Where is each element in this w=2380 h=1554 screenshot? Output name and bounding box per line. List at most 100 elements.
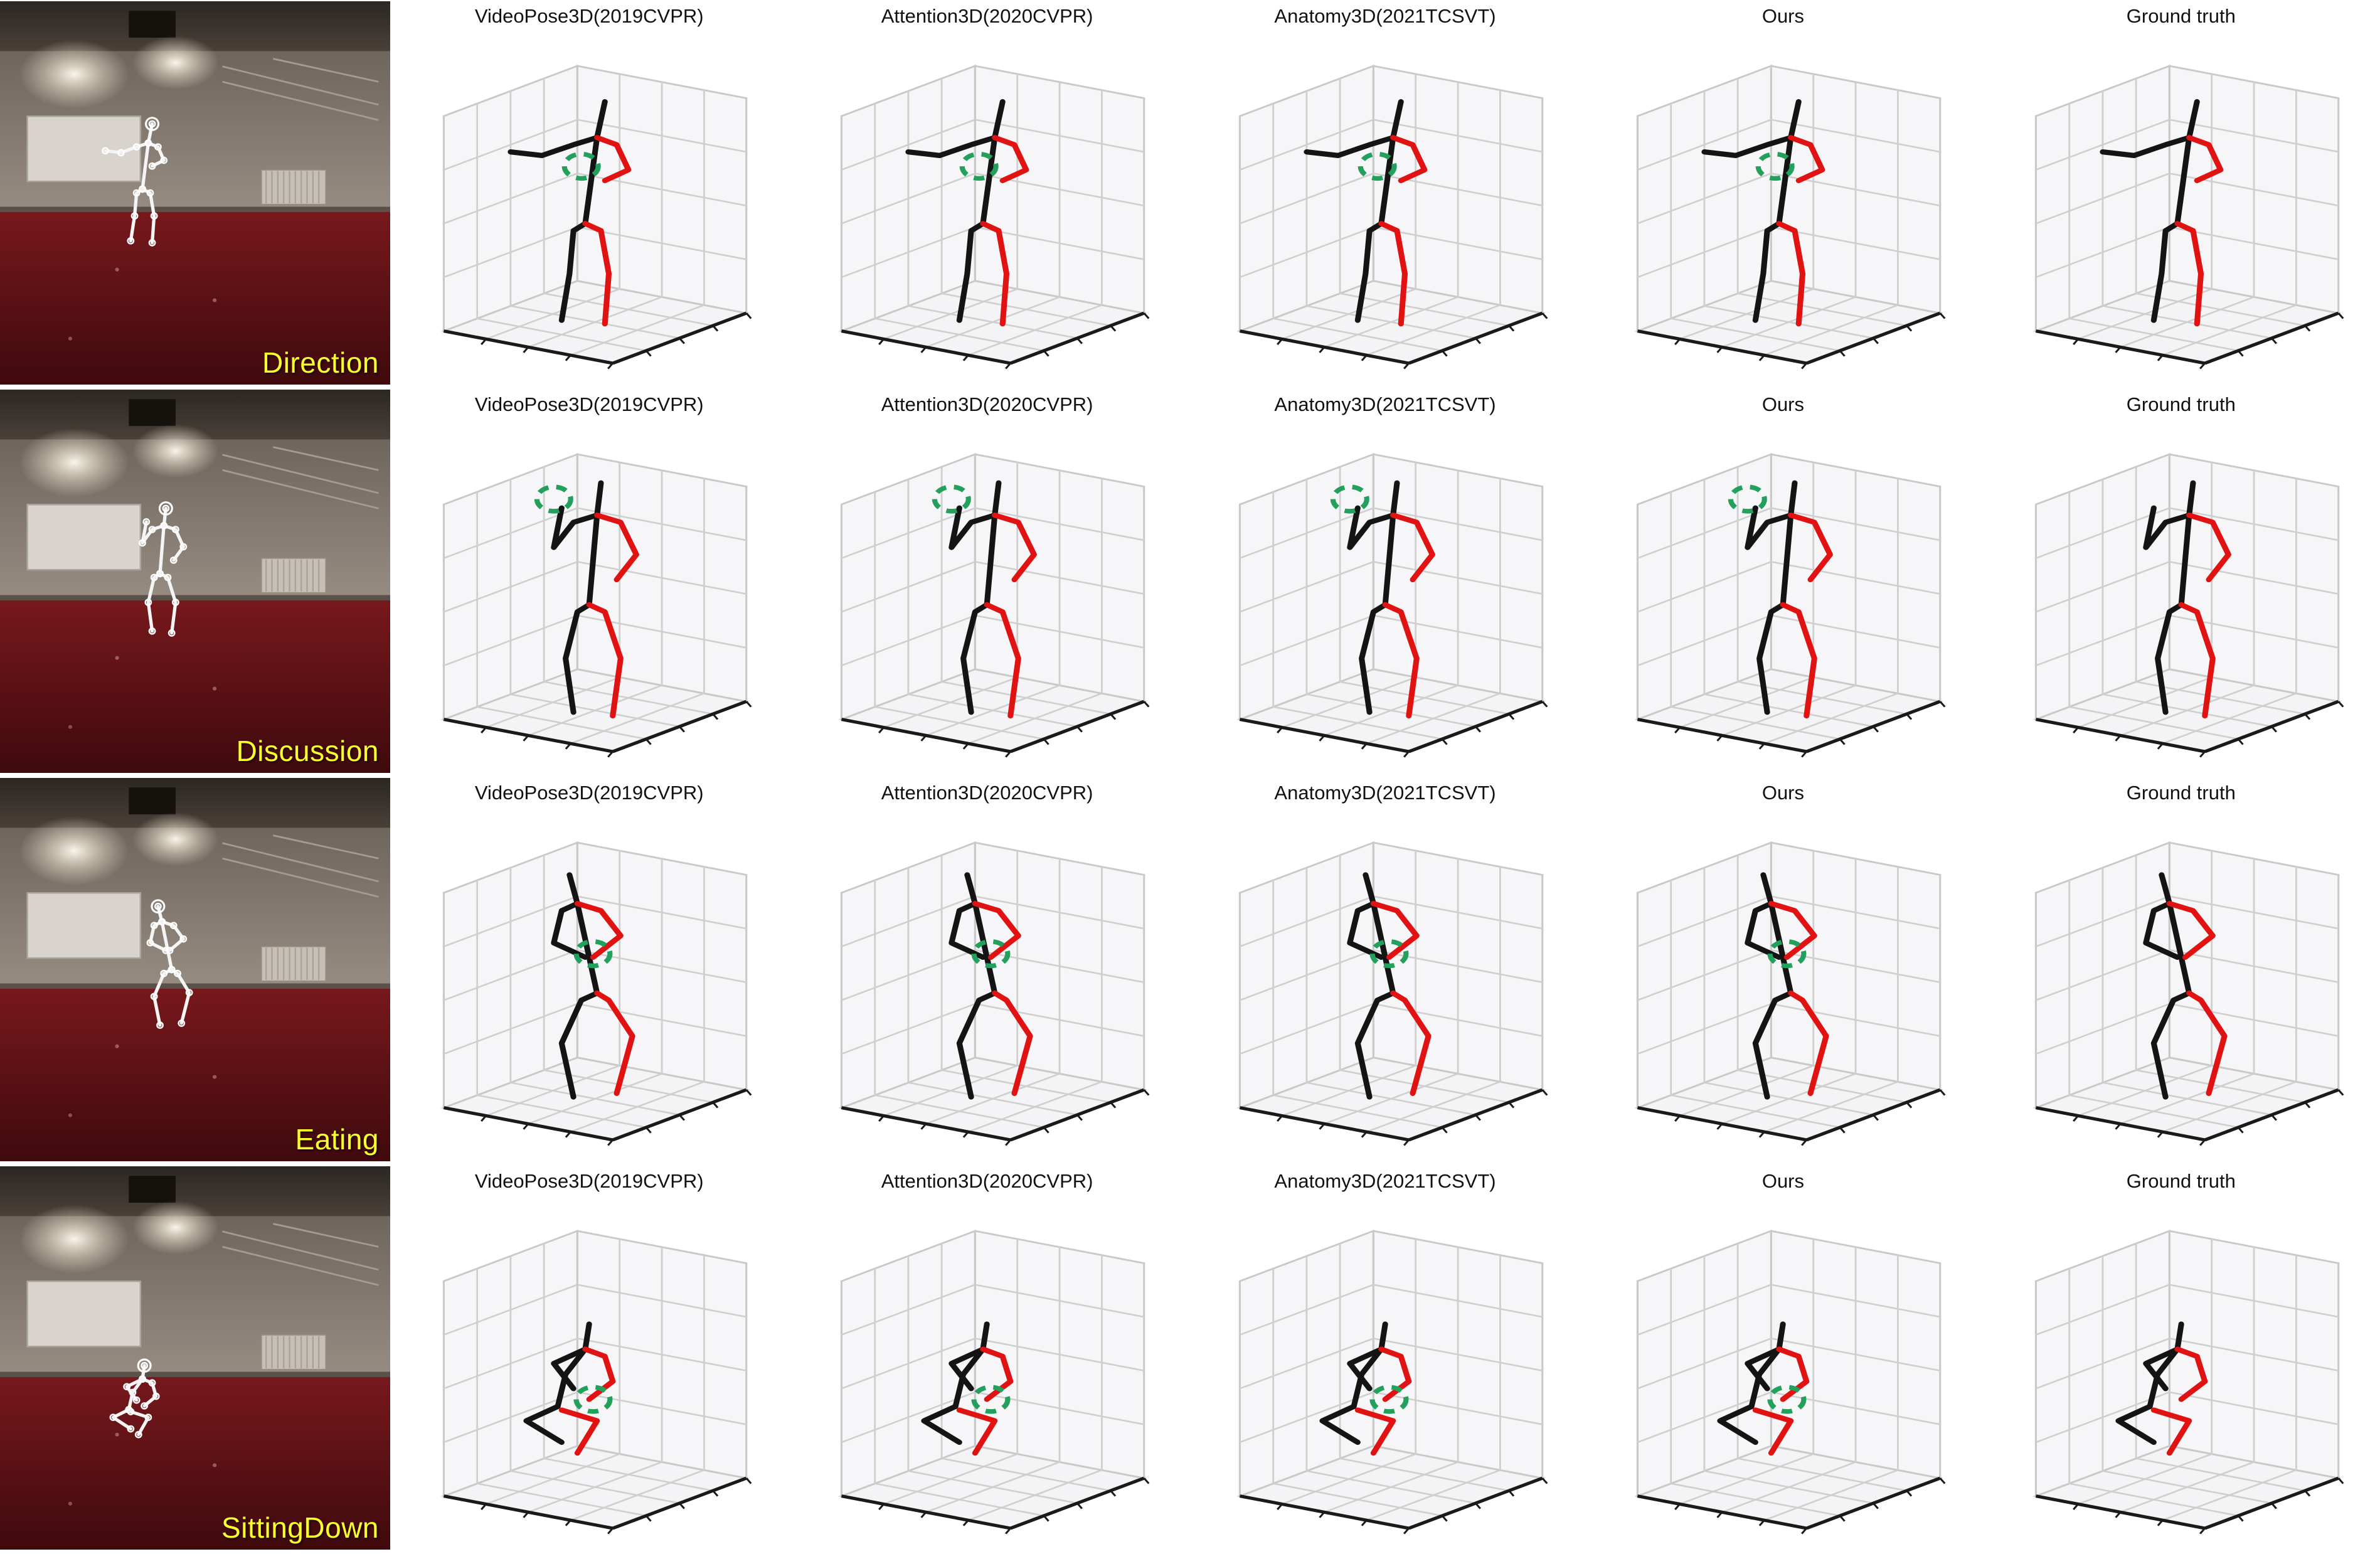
pose-plot: VideoPose3D(2019CVPR) <box>390 777 789 1165</box>
ceiling-light-glow <box>132 35 219 90</box>
pose-plot: Ground truth <box>1982 777 2380 1165</box>
error-highlight-circle <box>1369 1385 1409 1414</box>
action-row: SittingDown VideoPose3D(2019CVPR) Attent… <box>0 1165 2380 1553</box>
skeleton-3d <box>2142 480 2231 719</box>
skeleton-3d <box>1701 99 1825 327</box>
plot-title: Anatomy3D(2021TCSVT) <box>1274 1170 1496 1192</box>
skeleton-3d <box>1347 872 1432 1100</box>
axes-3d-grid <box>2032 1229 2344 1535</box>
skeleton-3d <box>2115 1321 2207 1456</box>
axes-3d-grid <box>1634 452 1946 758</box>
action-label: Eating <box>295 1123 379 1156</box>
pose-plot-canvas <box>1236 452 1548 758</box>
room-scene <box>0 390 390 773</box>
axes-3d-grid <box>838 64 1150 370</box>
skeleton-3d <box>1717 1321 1810 1456</box>
room-scene <box>0 1166 390 1550</box>
action-row: Discussion VideoPose3D(2019CVPR) Attenti… <box>0 388 2380 777</box>
error-highlight-circle <box>561 151 601 181</box>
pose-plot: Attention3D(2020CVPR) <box>788 388 1186 777</box>
floor <box>0 212 390 385</box>
axes-3d-grid <box>2032 452 2344 758</box>
plot-title: Anatomy3D(2021TCSVT) <box>1274 393 1496 415</box>
pose-plot-canvas <box>440 64 752 370</box>
projector <box>129 399 176 427</box>
plot-title: Attention3D(2020CVPR) <box>881 1170 1093 1192</box>
pose-plot: Ground truth <box>1982 0 2380 388</box>
baseboard <box>0 983 390 989</box>
plot-title: Ours <box>1761 393 1805 415</box>
baseboard <box>0 206 390 213</box>
whiteboard <box>26 504 142 571</box>
error-highlight-circle <box>960 151 999 181</box>
error-highlight-circle <box>1767 939 1807 969</box>
error-highlight-circle <box>534 484 573 514</box>
head <box>151 899 166 913</box>
pose-plot-canvas <box>838 1229 1150 1535</box>
head <box>158 501 173 516</box>
pose-plot-canvas <box>440 841 752 1146</box>
axes-3d-grid <box>440 64 752 370</box>
plot-title: Ground truth <box>2126 782 2236 804</box>
projector <box>129 11 176 38</box>
axes-3d-grid <box>838 452 1150 758</box>
head <box>137 1358 152 1373</box>
pose-plot: Anatomy3D(2021TCSVT) <box>1186 1165 1585 1553</box>
room-scene <box>0 1 390 385</box>
skeleton-2d-overlay <box>109 1358 160 1439</box>
pose-plot-canvas <box>440 1229 752 1535</box>
radiator <box>260 557 327 593</box>
skeleton-3d <box>1745 480 1834 719</box>
floor <box>0 600 390 773</box>
pose-plot-canvas <box>1634 64 1946 370</box>
skeleton-3d <box>2100 99 2224 327</box>
skeleton-3d <box>948 480 1038 719</box>
axes-3d-grid <box>1236 452 1548 758</box>
axes-3d-grid <box>440 1229 752 1535</box>
pose-plot: VideoPose3D(2019CVPR) <box>390 388 789 777</box>
pose-plot-canvas <box>440 452 752 758</box>
error-highlight-circle <box>1357 151 1397 181</box>
pose-plot: Anatomy3D(2021TCSVT) <box>1186 388 1585 777</box>
ceiling-light-glow <box>132 1200 219 1255</box>
plot-title: Attention3D(2020CVPR) <box>881 5 1093 27</box>
plot-title: Ground truth <box>2126 393 2236 415</box>
baseboard <box>0 595 390 601</box>
pose-plot: VideoPose3D(2019CVPR) <box>390 1165 789 1553</box>
error-highlight-circle <box>1728 484 1768 514</box>
axes-3d-grid <box>2032 64 2344 370</box>
pose-plot: Ours <box>1584 777 1982 1165</box>
radiator <box>260 945 327 982</box>
axes-3d-grid <box>838 841 1150 1146</box>
input-photo: SittingDown <box>0 1166 390 1550</box>
plot-title: Ours <box>1761 1170 1805 1192</box>
plot-title: VideoPose3D(2019CVPR) <box>474 5 704 27</box>
ceiling-light-glow <box>132 812 219 866</box>
ceiling-light-glow <box>19 1205 129 1274</box>
pose-plot: Attention3D(2020CVPR) <box>788 777 1186 1165</box>
room-scene <box>0 778 390 1161</box>
input-photo: Direction <box>0 1 390 385</box>
skeleton-3d <box>905 99 1029 327</box>
action-label: Discussion <box>236 735 379 767</box>
error-highlight-circle <box>1369 939 1409 969</box>
error-highlight-circle <box>971 939 1011 969</box>
skeleton-3d <box>1319 1321 1412 1456</box>
pose-plot: Attention3D(2020CVPR) <box>788 1165 1186 1553</box>
ceiling-light-glow <box>19 40 129 109</box>
axes-3d-grid <box>2032 841 2344 1146</box>
error-highlight-circle <box>573 939 613 969</box>
axes-3d-grid <box>1236 1229 1548 1535</box>
pose-plot: Ground truth <box>1982 1165 2380 1553</box>
pose-plot: Attention3D(2020CVPR) <box>788 0 1186 388</box>
pose-plot-canvas <box>1634 841 1946 1146</box>
error-highlight-circle <box>932 484 972 514</box>
skeleton-3d <box>1745 872 1829 1100</box>
plot-title: Attention3D(2020CVPR) <box>881 393 1093 415</box>
plot-title: VideoPose3D(2019CVPR) <box>474 393 704 415</box>
input-photo: Discussion <box>0 390 390 773</box>
error-highlight-circle <box>1767 1385 1807 1414</box>
pose-plot-canvas <box>838 452 1150 758</box>
pose-plot-canvas <box>2032 841 2344 1146</box>
